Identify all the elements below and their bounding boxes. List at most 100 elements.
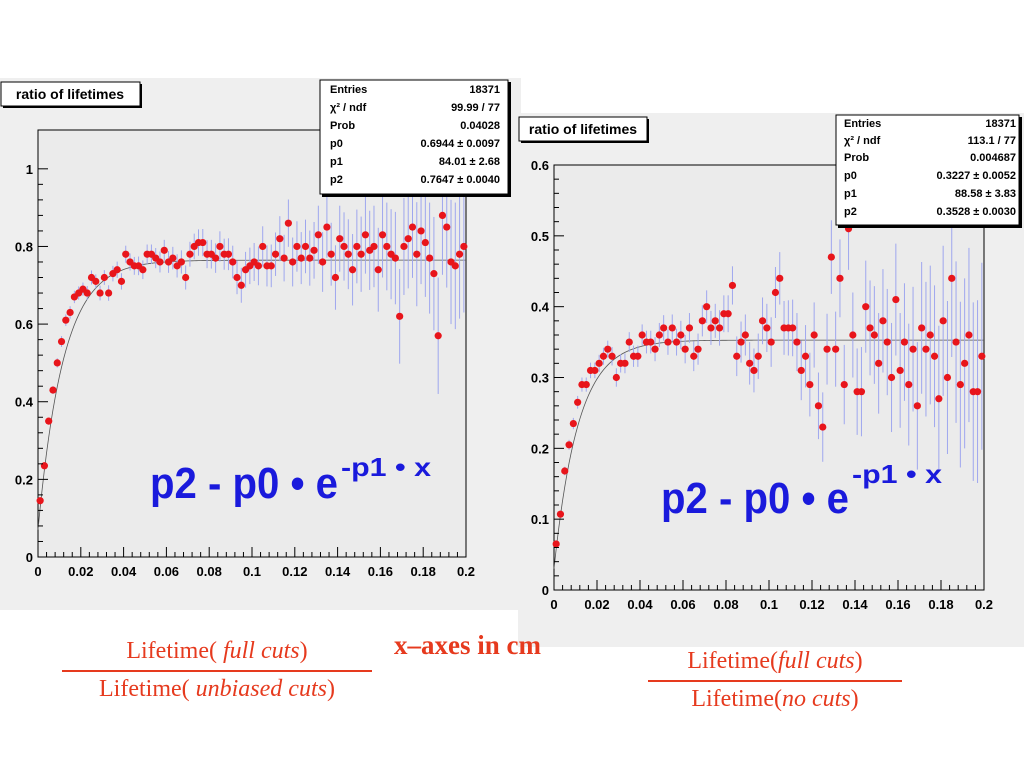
data-point (819, 423, 827, 431)
data-point (767, 338, 775, 346)
data-point (40, 462, 49, 470)
data-point (404, 235, 412, 243)
data-point (758, 317, 767, 325)
title-box: ratio of lifetimes (518, 116, 649, 143)
data-point (849, 331, 857, 339)
data-point (216, 242, 224, 251)
x-tick-label: 0 (550, 597, 557, 612)
data-point (156, 258, 164, 266)
data-point (62, 316, 70, 324)
data-point (569, 419, 577, 428)
stat-value: 18371 (985, 118, 1016, 130)
stat-value: 99.99 / 77 (451, 102, 500, 114)
stat-value: 0.7647 ± 0.0040 (421, 174, 500, 186)
data-point (956, 380, 964, 389)
data-point (905, 380, 913, 389)
data-point (801, 352, 810, 360)
stat-key: p2 (844, 206, 857, 218)
data-point (237, 281, 245, 289)
data-point (340, 242, 348, 251)
y-tick-label: 0 (542, 583, 549, 598)
data-point (357, 250, 365, 258)
stat-key: Prob (330, 120, 355, 132)
x-tick-label: 0.06 (154, 564, 179, 579)
data-point (638, 331, 646, 339)
data-point (331, 273, 340, 282)
data-point (233, 273, 241, 282)
stat-value: 84.01 ± 2.68 (439, 156, 500, 168)
data-point (319, 258, 327, 266)
data-point (443, 223, 451, 231)
data-point (668, 324, 676, 332)
data-point (160, 246, 168, 254)
data-point (694, 345, 702, 353)
data-point (66, 308, 74, 317)
data-point (122, 250, 130, 258)
data-point (690, 352, 698, 360)
data-point (561, 467, 569, 475)
data-point (408, 223, 417, 231)
y-tick-label: 0.5 (531, 229, 549, 244)
data-point (810, 331, 818, 339)
right-caption: Lifetime(full cuts) Lifetime(no cuts) (648, 648, 902, 713)
data-point (961, 359, 969, 367)
stat-key: χ² / ndf (844, 135, 881, 147)
x-tick-label: 0.2 (975, 597, 993, 612)
data-point (426, 254, 434, 262)
data-point (814, 402, 823, 410)
chart-title: ratio of lifetimes (16, 86, 124, 102)
stat-value: 0.3528 ± 0.0030 (937, 206, 1016, 218)
data-point (948, 274, 956, 282)
data-point (370, 242, 378, 251)
stat-value: 0.6944 ± 0.0097 (421, 138, 500, 150)
stat-key: p1 (330, 156, 343, 168)
data-point (83, 289, 91, 297)
data-point (832, 345, 840, 353)
data-point (284, 219, 292, 227)
stat-value: 113.1 / 77 (968, 135, 1016, 147)
data-point (608, 352, 616, 360)
data-point (374, 266, 382, 274)
title-box: ratio of lifetimes (0, 81, 142, 108)
stat-key: Entries (844, 118, 881, 130)
stat-key: χ² / ndf (330, 102, 367, 114)
x-axis-unit-note: x–axes in cm (394, 630, 541, 660)
data-point (922, 345, 930, 353)
x-tick-label: 0.04 (627, 597, 653, 612)
data-point (361, 231, 370, 239)
data-point (612, 373, 620, 382)
data-point (711, 317, 719, 325)
data-point (199, 238, 207, 247)
data-point (883, 338, 891, 346)
data-point (224, 250, 233, 258)
data-point (887, 373, 896, 382)
data-point (741, 331, 749, 339)
fit-formula-exponent: -p1 • x (852, 459, 943, 489)
data-point (823, 345, 831, 353)
data-point (139, 266, 147, 274)
data-point (434, 332, 442, 340)
data-point (280, 254, 288, 262)
y-tick-label: 0 (26, 550, 33, 565)
data-point (930, 352, 939, 360)
fraction-bar (648, 679, 902, 682)
data-point (438, 211, 447, 219)
x-tick-label: 0.02 (584, 597, 609, 612)
y-tick-label: 0.6 (531, 158, 549, 173)
data-point (53, 359, 61, 367)
data-point (664, 338, 672, 346)
left-chart: 0 0.02 0.04 0.06 0.08 0.1 0.12 0.14 0.16 0.18 0.2 … (0, 78, 521, 610)
data-point (651, 345, 659, 353)
x-tick-label: 0.18 (411, 564, 436, 579)
data-point (182, 273, 190, 282)
fit-formula: p2 - p0 • e (661, 474, 849, 523)
data-point (186, 250, 194, 258)
data-point (604, 345, 612, 353)
data-point (647, 338, 655, 346)
data-point (698, 317, 706, 325)
data-point (875, 359, 883, 367)
data-point (797, 366, 805, 375)
data-point (896, 366, 904, 375)
data-point (870, 331, 878, 339)
y-tick-label: 0.4 (15, 395, 34, 410)
